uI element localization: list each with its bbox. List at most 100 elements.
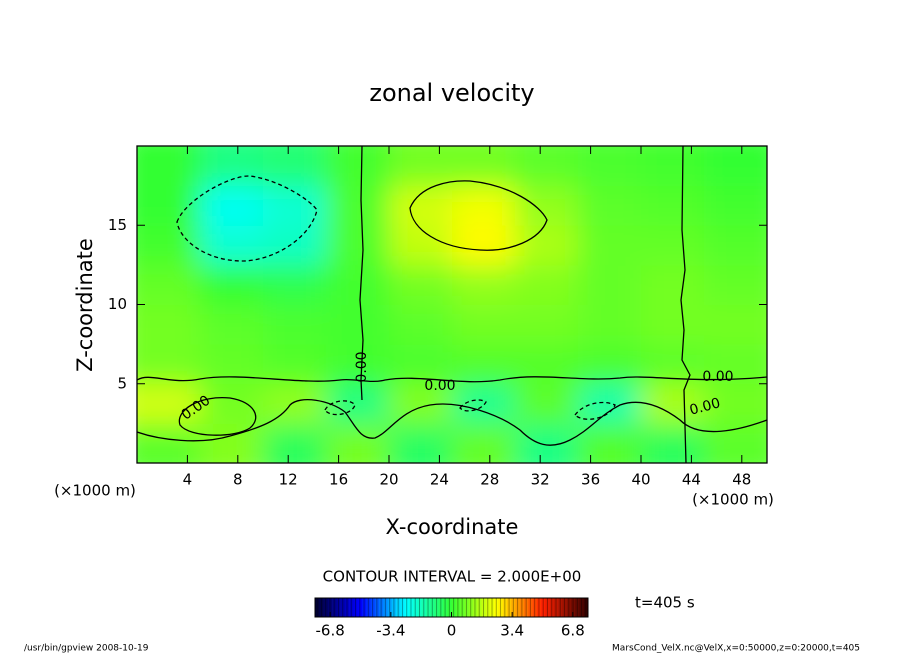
- field-cell: [326, 264, 390, 305]
- field-cell: [578, 423, 642, 463]
- colorbar-stripe: [481, 598, 486, 617]
- field-cell: [515, 423, 579, 463]
- field-cell: [326, 185, 390, 226]
- colorbar-stripe: [387, 598, 393, 617]
- field-cell: [578, 185, 642, 226]
- colorbar: -6.8 -3.4 0 3.4 6.8: [314, 597, 589, 640]
- field-cell: [326, 344, 390, 385]
- field-cell: [641, 146, 705, 187]
- field-cell: [452, 423, 516, 463]
- colorbar-stripe: [332, 598, 337, 617]
- field-cell: [389, 304, 453, 345]
- field-cell: [641, 423, 705, 463]
- colorbar-stripe: [536, 598, 542, 617]
- field-cell: [389, 225, 453, 266]
- y-tick-label: 10: [108, 295, 127, 313]
- contour-line: [176, 175, 318, 262]
- field-cell: [137, 304, 201, 345]
- colorbar-stripe: [349, 598, 354, 617]
- field-cell: [389, 423, 453, 463]
- field-cell: [326, 225, 390, 266]
- field-cell: [515, 225, 579, 266]
- contour-line: [574, 401, 616, 420]
- x-axis-label: X-coordinate: [386, 515, 519, 539]
- field-cell: [326, 304, 390, 345]
- colorbar-stripe: [447, 598, 452, 617]
- colorbar-stripe: [532, 598, 538, 617]
- field-cell: [578, 304, 642, 345]
- field-cell: [515, 304, 579, 345]
- colorbar-stripe: [494, 598, 499, 617]
- x-tick-label: 44: [682, 471, 701, 489]
- colorbar-stripe: [366, 598, 371, 617]
- colorbar-stripe: [583, 598, 589, 617]
- colorbar-stripe: [396, 598, 401, 617]
- field-cell: [263, 225, 327, 266]
- colorbar-stripe: [425, 598, 431, 617]
- field-cell: [641, 225, 705, 266]
- contour-label: 0.00: [424, 378, 455, 394]
- y-tick-label: 15: [108, 216, 127, 234]
- chart-title: zonal velocity: [369, 79, 534, 107]
- x-tick-label: 24: [430, 471, 449, 489]
- field-cell: [578, 146, 642, 187]
- colorbar-stripe: [455, 598, 461, 617]
- colorbar-stripe: [498, 598, 503, 617]
- colorbar-stripe: [524, 598, 529, 617]
- field-cell: [578, 264, 642, 305]
- y-unit: (×1000 m): [54, 482, 136, 500]
- x-tick-label: 16: [329, 471, 348, 489]
- field-cell: [389, 344, 453, 385]
- colorbar-stripe: [374, 598, 380, 617]
- x-tick-label: 36: [581, 471, 600, 489]
- x-tick-label: 32: [531, 471, 550, 489]
- colorbar-stripe: [460, 598, 465, 617]
- field-cell: [137, 146, 201, 187]
- contour-line: [137, 399, 767, 446]
- field-cell: [263, 423, 327, 463]
- field-cell: [200, 225, 264, 266]
- x-tick-label: 20: [379, 471, 398, 489]
- contour-line: [178, 396, 257, 436]
- colorbar-stripe: [477, 598, 482, 617]
- colorbar-stripe: [400, 598, 405, 617]
- colorbar-stripe: [327, 598, 333, 617]
- colorbar-stripe: [451, 598, 457, 617]
- contours: [137, 146, 767, 463]
- colorbar-stripe: [579, 598, 585, 617]
- colorbar-stripe: [464, 598, 469, 617]
- field-cell: [137, 423, 201, 463]
- field-cell: [452, 225, 516, 266]
- colorbar-stripe: [553, 598, 559, 617]
- field-cell: [200, 264, 264, 305]
- colorbar-stripe: [413, 598, 418, 617]
- contour-label: 0.00: [702, 369, 733, 385]
- x-tick-label: 8: [233, 471, 243, 489]
- field-cell: [578, 225, 642, 266]
- colorbar-stripe: [570, 598, 576, 617]
- field-cell: [263, 383, 327, 424]
- field-cell: [137, 225, 201, 266]
- colorbar-stripe: [511, 598, 516, 617]
- colorbar-tick-label: -6.8: [316, 622, 345, 640]
- field-cell: [641, 304, 705, 345]
- field-cell: [452, 304, 516, 345]
- colorbar-stripe: [575, 598, 580, 617]
- colorbar-stripe: [417, 598, 422, 617]
- y-tick-label: 5: [117, 374, 127, 392]
- colorbar-stripe: [434, 598, 440, 617]
- contour-line: [324, 400, 356, 416]
- field-cell: [452, 185, 516, 226]
- colorbar-stripe: [519, 598, 525, 617]
- field-cell: [263, 304, 327, 345]
- contour-line: [459, 399, 487, 412]
- colorbar-stripe: [558, 598, 563, 617]
- colorbar-stripe: [442, 598, 448, 617]
- colorbar-stripe: [404, 598, 410, 617]
- field-cell: [137, 264, 201, 305]
- field-cell: [200, 383, 264, 424]
- field-cell: [704, 185, 767, 226]
- contour-line: [137, 376, 767, 383]
- colorbar-stripe: [361, 598, 367, 617]
